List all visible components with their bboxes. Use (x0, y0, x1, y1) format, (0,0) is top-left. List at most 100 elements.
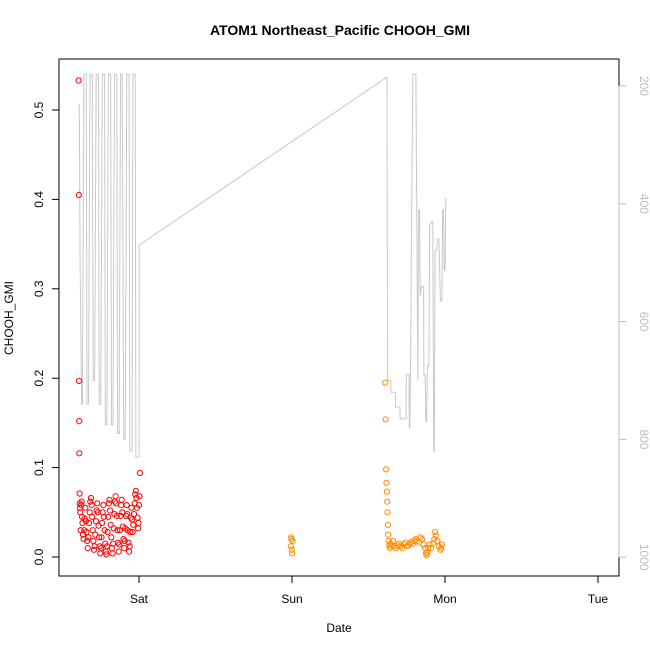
data-point-series-2 (397, 543, 404, 550)
data-point-series-1 (129, 528, 136, 536)
data-point-series-1 (87, 494, 95, 502)
data-point-series-1 (86, 509, 93, 516)
data-point-series-2 (384, 521, 391, 528)
data-point-series-1 (85, 534, 92, 541)
plot-frame (58, 58, 620, 577)
data-point-series-1 (101, 527, 108, 534)
data-point-series-2 (432, 528, 439, 536)
data-point-series-1 (95, 522, 102, 529)
y2-tick-label: 400 (637, 194, 650, 214)
data-point-series-2 (383, 466, 390, 473)
data-point-series-1 (130, 510, 138, 518)
data-point-series-1 (135, 525, 142, 532)
data-point-series-1 (125, 539, 132, 546)
data-point-series-1 (88, 502, 95, 509)
data-point-series-1 (96, 534, 103, 541)
data-point-series-2 (383, 488, 390, 495)
axes-layer: Sat Sun Mon Tue 0.0 0.1 0.2 0.3 0.4 0.5 200 400 600 8… (32, 76, 650, 606)
data-point-series-1 (133, 494, 140, 502)
data-point-series-1 (116, 541, 123, 548)
data-point-series-1 (76, 418, 83, 425)
data-point-series-1 (98, 534, 105, 541)
data-point-series-1 (105, 500, 113, 507)
data-point-series-1 (89, 513, 96, 520)
data-point-series-1 (85, 519, 93, 527)
data-point-series-1 (126, 548, 133, 555)
y-tick-label: 0.5 (32, 101, 46, 118)
x-tick-label: Tue (588, 592, 609, 606)
chart-title: ATOM1 Northeast_Pacific CHOOH_GMI (210, 22, 470, 38)
data-point-series-2 (434, 537, 441, 545)
data-point-series-1 (134, 514, 141, 521)
data-point-series-1 (75, 77, 82, 84)
x-tick-label: Sun (281, 592, 302, 606)
data-point-series-2 (384, 498, 391, 505)
data-point-series-2 (425, 545, 432, 552)
y-tick-label: 0.4 (32, 191, 46, 208)
data-point-series-2 (288, 546, 295, 553)
pressure-line (78, 73, 447, 458)
data-point-series-1 (106, 496, 113, 503)
y-tick-label: 0.0 (32, 548, 46, 565)
y-tick-label: 0.3 (32, 280, 46, 297)
x-axis-label: Date (326, 621, 352, 635)
y2-tick-label: 800 (637, 429, 650, 449)
data-point-series-1 (84, 537, 91, 545)
data-point-series-1 (83, 528, 90, 536)
data-point-series-1 (90, 546, 98, 553)
data-point-series-1 (75, 377, 83, 384)
y-tick-label: 0.1 (32, 459, 46, 476)
data-point-series-1 (136, 469, 143, 477)
y2-tick-label: 1000 (637, 544, 650, 571)
y2-tick-label: 200 (637, 76, 650, 96)
data-point-series-1 (124, 510, 131, 518)
data-point-series-1 (112, 493, 119, 500)
data-point-series-1 (107, 507, 114, 514)
data-point-series-1 (87, 498, 94, 505)
data-point-series-1 (110, 525, 117, 532)
data-point-series-2 (423, 552, 430, 559)
data-point-series-1 (135, 502, 143, 509)
data-point-series-1 (92, 518, 100, 525)
data-point-series-2 (385, 531, 392, 538)
data-point-series-1 (136, 493, 143, 500)
data-point-series-1 (75, 191, 83, 198)
data-point-series-2 (426, 541, 433, 548)
data-point-series-1 (97, 550, 104, 557)
data-point-series-2 (420, 541, 427, 548)
data-point-series-1 (113, 512, 120, 520)
data-point-series-1 (116, 527, 124, 534)
data-point-series-1 (127, 528, 134, 536)
data-point-series-2 (391, 543, 398, 550)
data-point-series-1 (114, 527, 121, 534)
data-point-series-1 (118, 502, 125, 509)
data-point-series-2 (287, 543, 294, 550)
data-point-series-2 (438, 545, 445, 552)
data-point-series-1 (90, 537, 97, 545)
data-point-series-2 (408, 538, 415, 545)
x-tick-label: Mon (433, 592, 456, 606)
data-point-series-1 (104, 528, 111, 536)
data-point-series-1 (103, 551, 110, 558)
data-point-series-1 (76, 500, 83, 507)
data-point-series-1 (109, 550, 116, 557)
y-axis-label: CHOOH_GMI (2, 281, 16, 355)
data-point-series-1 (130, 521, 137, 528)
data-point-series-2 (432, 532, 439, 539)
data-point-series-2 (384, 509, 391, 516)
data-point-series-1 (118, 496, 125, 503)
data-point-series-2 (383, 479, 390, 486)
data-point-series-1 (99, 519, 106, 527)
data-point-series-1 (126, 543, 133, 550)
data-point-series-2 (438, 541, 445, 548)
data-point-series-2 (382, 416, 389, 423)
data-point-series-1 (78, 498, 85, 505)
data-points-layer (75, 77, 445, 559)
data-point-series-1 (100, 513, 108, 520)
data-point-series-2 (389, 537, 397, 545)
data-point-series-1 (76, 490, 83, 497)
data-point-series-1 (84, 545, 91, 552)
data-point-series-2 (417, 534, 424, 541)
data-point-series-1 (100, 502, 107, 509)
